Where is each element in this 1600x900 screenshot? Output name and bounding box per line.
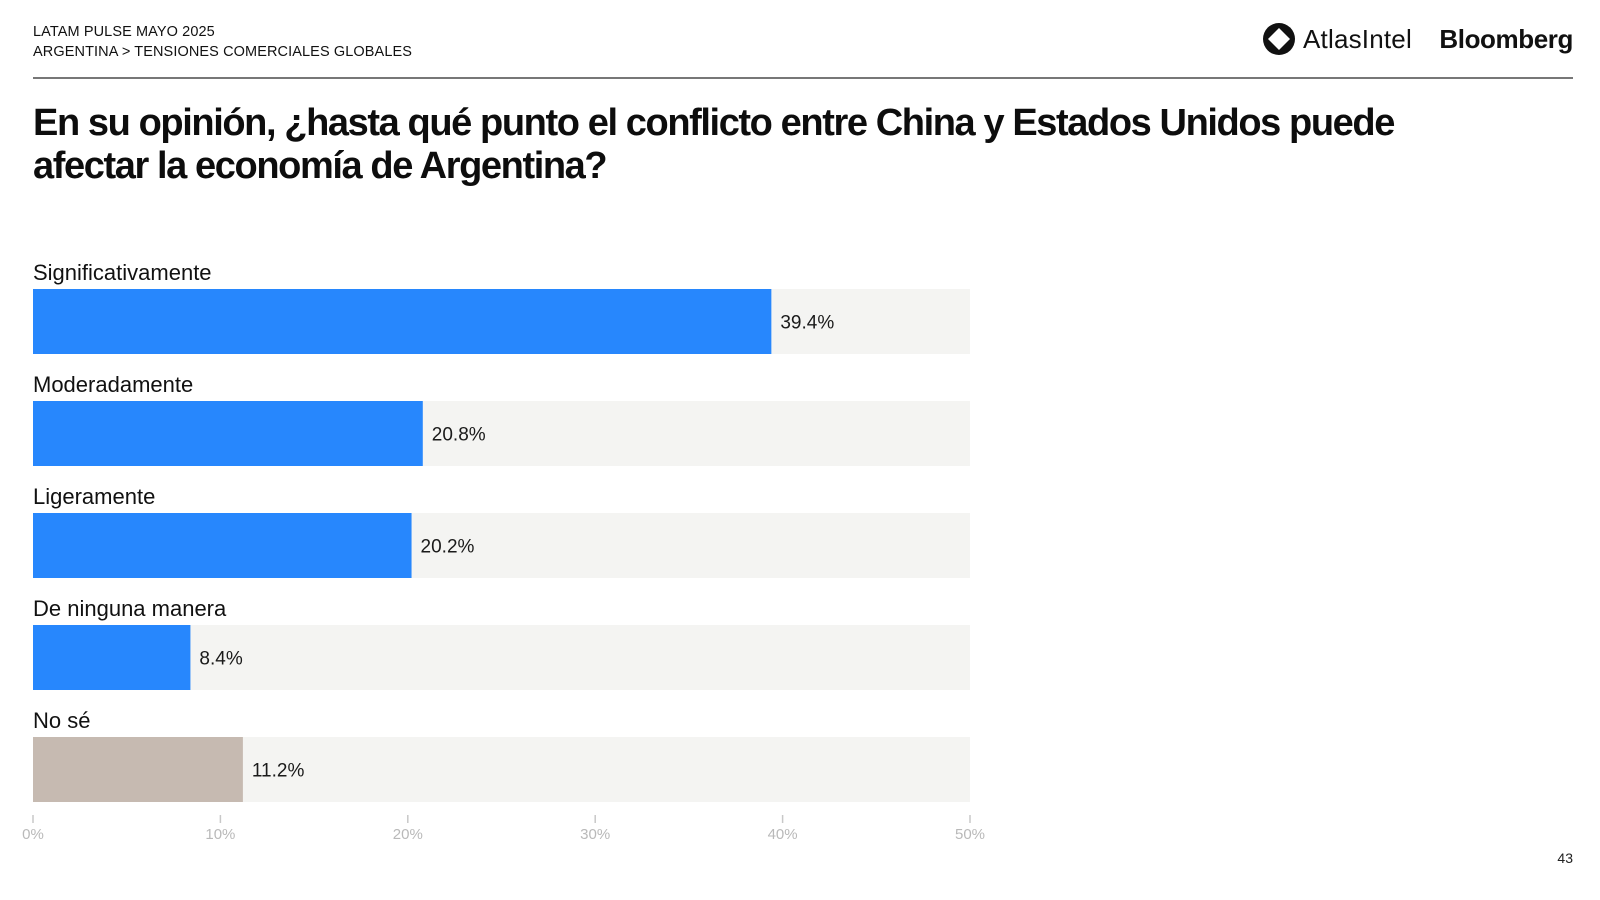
- category-label: Ligeramente: [33, 484, 155, 509]
- bar: [33, 401, 423, 466]
- x-tick-label: 30%: [580, 826, 610, 843]
- value-label: 11.2%: [252, 761, 305, 782]
- bar: [33, 513, 412, 578]
- bar: [33, 737, 243, 802]
- category-label: De ninguna manera: [33, 596, 227, 621]
- atlasintel-logo: AtlasIntel: [1262, 22, 1412, 56]
- value-label: 8.4%: [199, 649, 242, 670]
- chart-title: En su opinión, ¿hasta qué punto el confl…: [33, 102, 1395, 187]
- atlasintel-mark-icon: [1263, 23, 1295, 55]
- category-label: Moderadamente: [33, 372, 193, 397]
- survey-title: LATAM PULSE MAYO 2025: [33, 24, 215, 40]
- value-label: 39.4%: [780, 313, 834, 334]
- atlasintel-wordmark: AtlasIntel: [1303, 23, 1412, 54]
- value-label: 20.2%: [421, 537, 475, 558]
- bar: [33, 289, 772, 354]
- category-label: Significativamente: [33, 260, 212, 285]
- x-tick-label: 40%: [768, 826, 798, 843]
- x-tick-label: 50%: [955, 826, 985, 843]
- bar: [33, 625, 191, 690]
- page-number: 43: [1557, 850, 1573, 866]
- x-tick-label: 20%: [393, 826, 423, 843]
- header-breadcrumb-block: LATAM PULSE MAYO 2025 ARGENTINA > TENSIO…: [33, 22, 412, 62]
- breadcrumb: ARGENTINA > TENSIONES COMERCIALES GLOBAL…: [33, 44, 413, 60]
- header-divider: [33, 77, 1573, 79]
- x-tick-label: 0%: [22, 826, 44, 843]
- bloomberg-logo: Bloomberg: [1439, 24, 1573, 54]
- x-tick-label: 10%: [205, 826, 235, 843]
- category-label: No sé: [33, 708, 90, 733]
- value-label: 20.8%: [432, 425, 486, 446]
